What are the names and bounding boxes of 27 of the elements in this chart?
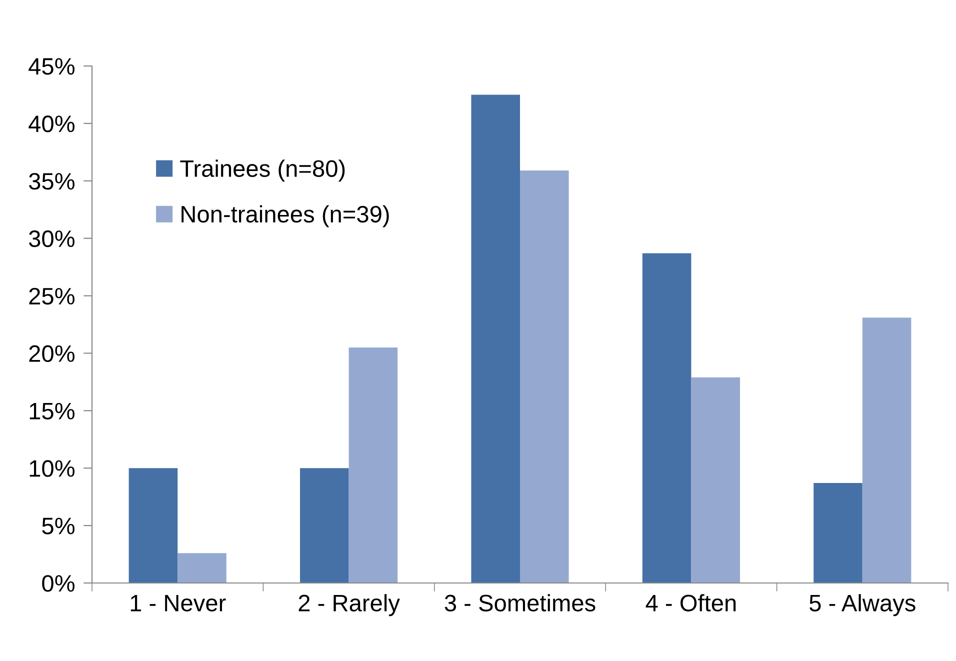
y-tick-label: 35% — [28, 172, 74, 190]
bar — [471, 94, 520, 583]
y-tick-label: 10% — [30, 460, 74, 477]
x-tick-label: 2 - Rarely — [298, 594, 400, 616]
bar — [520, 170, 569, 583]
x-tick-label: 5 - Always — [810, 594, 916, 616]
x-tick-label: 1 - Never — [130, 594, 226, 612]
legend-label: Trainees (n=80) — [180, 160, 345, 182]
bar — [300, 468, 349, 583]
legend-label: Non-trainees (n=39) — [182, 205, 389, 228]
y-tick-label: 25% — [29, 288, 74, 305]
y-tick-label: 45% — [28, 58, 74, 75]
bar — [642, 253, 692, 583]
bar — [691, 377, 740, 583]
bar — [814, 483, 862, 583]
y-tick-label: 15% — [30, 402, 74, 420]
y-tick-label: 40% — [28, 116, 74, 132]
y-tick-label: 5% — [42, 518, 74, 534]
y-tick-label: 20% — [29, 345, 74, 362]
bar — [128, 468, 178, 583]
x-tick-label: 4 - Often — [646, 594, 736, 612]
bar — [862, 318, 912, 583]
bar — [178, 553, 226, 583]
y-tick-label: 0% — [42, 575, 74, 592]
y-tick-label: 30% — [28, 230, 74, 248]
x-tick-label: 3 - Sometimes — [444, 594, 596, 612]
bar — [348, 347, 398, 583]
